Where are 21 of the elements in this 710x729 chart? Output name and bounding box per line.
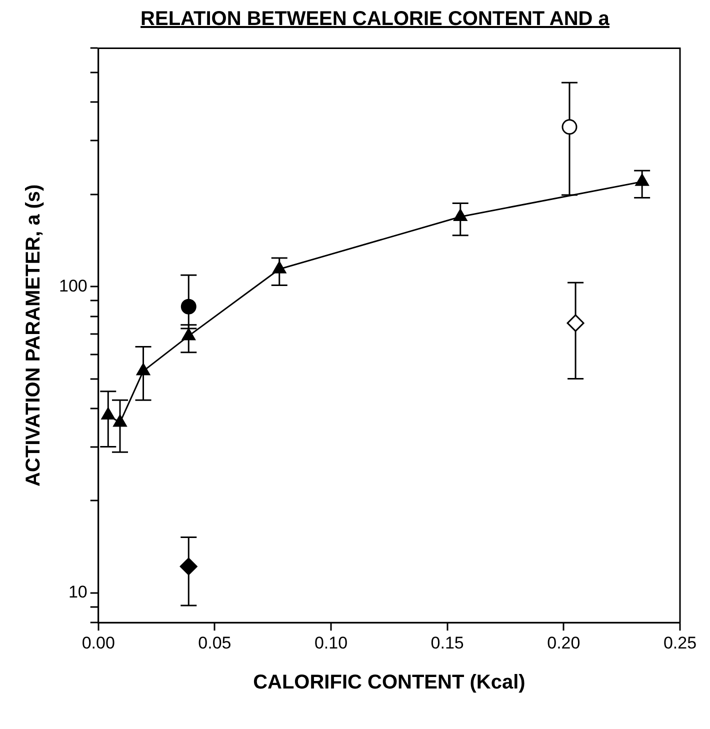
point <box>566 314 584 332</box>
point <box>101 408 115 420</box>
x-tick-label: 0.25 <box>663 633 697 652</box>
x-tick-label: 0.05 <box>198 633 232 652</box>
x-tick-label: 0.00 <box>82 633 115 652</box>
point <box>180 298 196 314</box>
x-tick-label: 0.20 <box>547 633 580 652</box>
x-tick-label: 0.10 <box>314 633 348 652</box>
point <box>113 414 127 427</box>
point <box>272 261 286 274</box>
point <box>180 558 198 576</box>
point <box>136 363 150 376</box>
y-tick-label: 10 <box>68 582 88 602</box>
point <box>635 174 649 186</box>
y-axis-title: ACTIVATION PARAMETER, a (s) <box>22 184 45 487</box>
point <box>182 328 196 340</box>
y-tick-label: 100 <box>58 276 88 296</box>
x-tick-label: 0.15 <box>430 633 464 652</box>
point <box>454 209 468 222</box>
chart-title: RELATION BETWEEN CALORIE CONTENT AND a <box>140 8 610 31</box>
x-axis-title: CALORIFIC CONTENT (Kcal) <box>253 672 526 694</box>
